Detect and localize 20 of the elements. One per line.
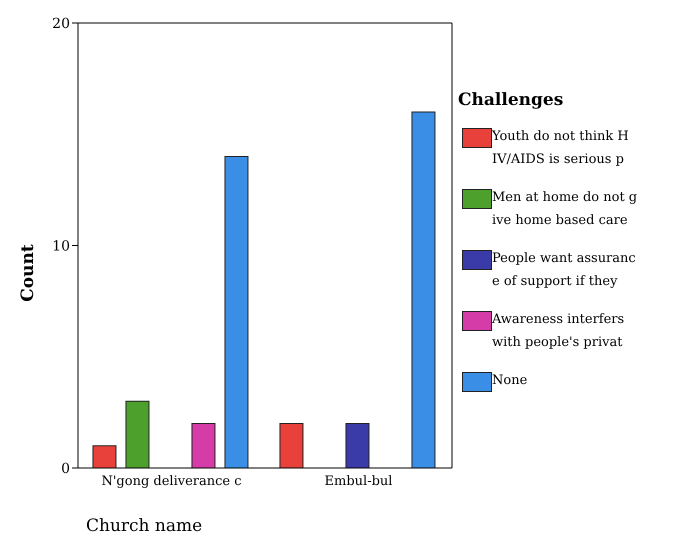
legend-label: None — [492, 372, 528, 390]
legend-label: Youth do not think HIV/AIDS is serious p — [492, 128, 629, 169]
bar — [92, 445, 116, 468]
bar — [411, 112, 436, 468]
y-tick-label: 10 — [52, 238, 70, 254]
legend-label: People want assurance of support if they — [492, 250, 636, 291]
y-tick-label: 0 — [61, 460, 70, 477]
x-tick-label: N'gong deliverance c — [101, 474, 242, 490]
legend-label: Men at home do not give home based care — [492, 189, 638, 230]
y-axis-title: Count — [18, 244, 38, 302]
legend-title: Challenges — [458, 90, 564, 110]
bar — [279, 423, 304, 468]
y-tick-label: 20 — [52, 16, 70, 32]
bar — [125, 400, 150, 468]
x-tick-label: Embul-bul — [324, 474, 392, 490]
x-axis-title: Church name — [86, 516, 202, 536]
bar — [191, 423, 216, 468]
legend-label: Awareness interfers with people's privat — [492, 311, 624, 352]
bar — [345, 423, 370, 468]
bar — [224, 156, 248, 468]
